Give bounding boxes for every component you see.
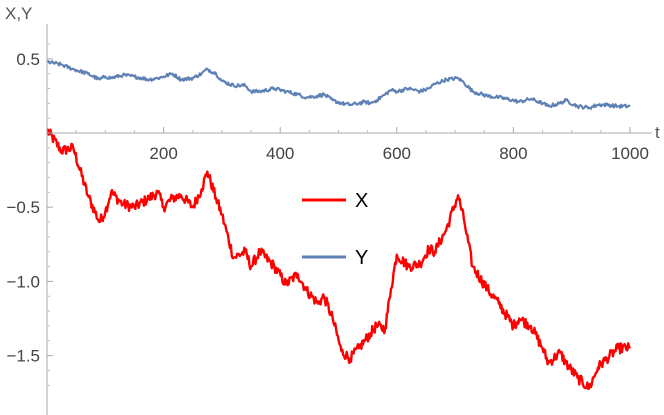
- series-line-y: [46, 60, 631, 110]
- series-line-x: [46, 128, 632, 391]
- y-tick-label: −1.5: [6, 347, 40, 366]
- axes: [46, 24, 652, 415]
- x-axis-label: t: [655, 123, 660, 142]
- legend-label-y: Y: [355, 247, 368, 269]
- x-axis-ticks: 200 400 600 800 1000: [75, 127, 649, 163]
- x-tick-label: 1000: [611, 144, 649, 163]
- x-tick-label: 200: [149, 144, 177, 163]
- y-axis-label: X,Y: [5, 4, 32, 23]
- y-tick-label: −0.5: [6, 198, 40, 217]
- plot-area: [46, 60, 632, 391]
- y-tick-label: −1.0: [6, 272, 40, 291]
- x-tick-label: 600: [383, 144, 411, 163]
- legend: X Y: [302, 190, 368, 269]
- y-tick-label: 0.5: [16, 50, 40, 69]
- y-axis-ticks: 0.5 −0.5 −1.0 −1.5: [6, 43, 53, 386]
- x-tick-label: 400: [266, 144, 294, 163]
- legend-label-x: X: [355, 190, 368, 212]
- x-tick-label: 800: [499, 144, 527, 163]
